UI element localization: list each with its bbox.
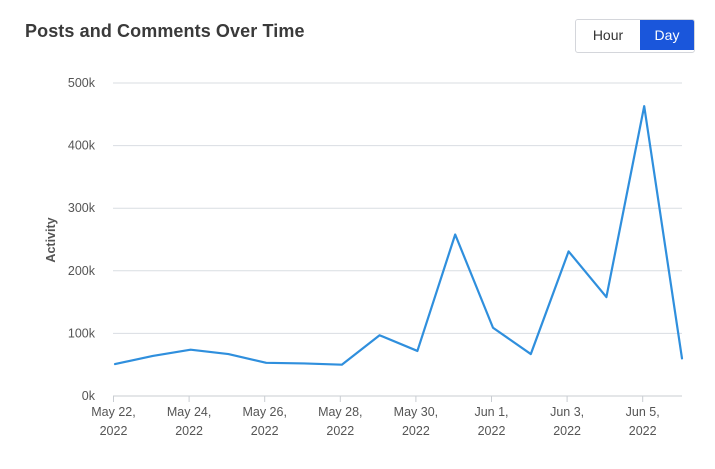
y-tick-label: 500k bbox=[68, 76, 96, 90]
y-tick-label: 200k bbox=[68, 264, 96, 278]
x-tick-label: May 30, 2022 bbox=[394, 405, 438, 438]
day-toggle-button[interactable]: Day bbox=[640, 20, 694, 50]
y-tick-label: 300k bbox=[68, 201, 96, 215]
x-tick-label: May 28, 2022 bbox=[318, 405, 362, 438]
y-axis-ticks: 0k 100k 200k 300k 400k 500k bbox=[68, 76, 96, 403]
x-tick-label: Jun 1, 2022 bbox=[474, 405, 508, 438]
y-tick-label: 100k bbox=[68, 326, 96, 340]
x-tick-label: May 26, 2022 bbox=[242, 405, 286, 438]
x-tick-label: May 22, 2022 bbox=[91, 405, 135, 438]
y-tick-label: 400k bbox=[68, 139, 96, 153]
y-tick-label: 0k bbox=[82, 389, 96, 403]
chart-title: Posts and Comments Over Time bbox=[25, 21, 305, 41]
x-axis-ticks: May 22, 2022 May 24, 2022 May 26, 2022 May 28,… bbox=[91, 396, 660, 438]
series-layer bbox=[113, 105, 684, 366]
series-line bbox=[113, 105, 684, 366]
x-tick-label: May 24, 2022 bbox=[167, 405, 211, 438]
x-tick-label: Jun 3, 2022 bbox=[550, 405, 584, 438]
y-axis-title: Activity bbox=[44, 217, 58, 262]
hour-toggle-button[interactable]: Hour bbox=[576, 20, 640, 50]
x-tick-label: Jun 5, 2022 bbox=[626, 405, 660, 438]
granularity-toggle: Hour Day bbox=[575, 19, 695, 53]
grid-lines bbox=[113, 82, 682, 397]
